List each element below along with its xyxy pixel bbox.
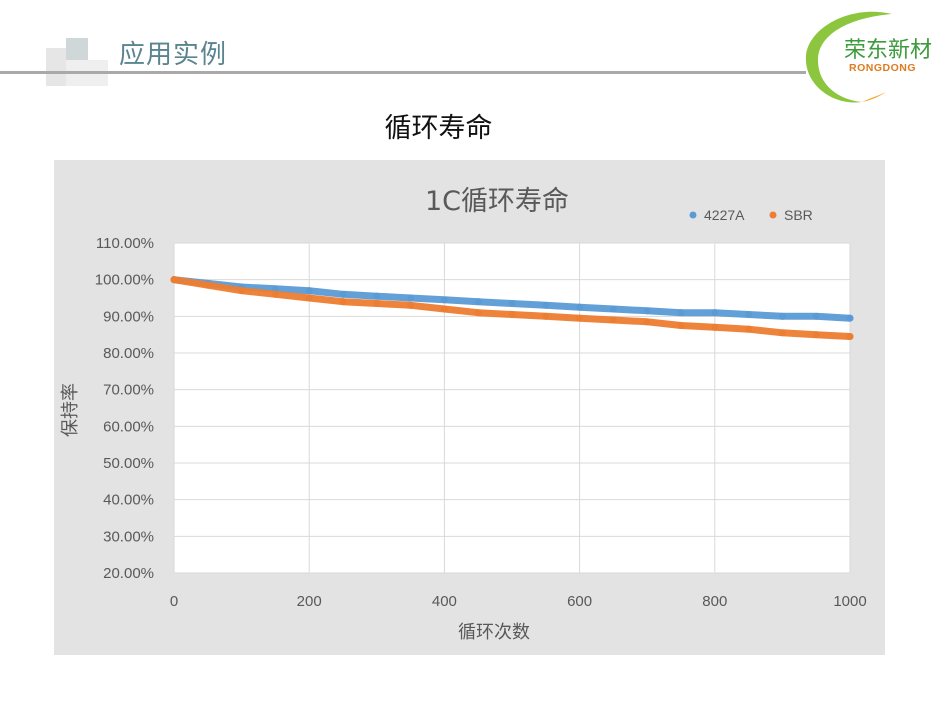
data-point-4227a	[576, 303, 584, 311]
data-point-4227a	[643, 307, 651, 315]
data-point-sbr	[170, 276, 178, 284]
data-point-sbr	[305, 294, 313, 302]
gridlines	[173, 242, 851, 574]
data-point-4227a	[271, 285, 279, 293]
series-group	[170, 276, 854, 340]
x-tick-label: 0	[170, 593, 178, 610]
legend-marker-sbr	[769, 211, 777, 219]
data-point-4227a	[474, 298, 482, 306]
data-point-sbr	[474, 309, 482, 317]
data-point-4227a	[339, 290, 347, 298]
x-tick-label: 800	[702, 593, 727, 610]
data-point-4227a	[846, 314, 854, 322]
legend-label-sbr: SBR	[784, 207, 813, 223]
data-point-sbr	[204, 281, 212, 289]
data-point-sbr	[745, 325, 753, 333]
y-tick-label: 20.00%	[103, 565, 154, 582]
line-chart: 20.00% 30.00% 40.00% 50.00% 60.00% 70.00% 80.0…	[60, 186, 867, 643]
y-tick-label: 100.00%	[95, 272, 154, 289]
data-point-4227a	[711, 309, 719, 317]
data-point-sbr	[643, 318, 651, 326]
y-tick-label: 90.00%	[103, 308, 154, 325]
data-point-4227a	[508, 300, 516, 307]
logo-en-name: RONGDONG	[849, 62, 916, 74]
data-point-sbr	[373, 300, 381, 307]
data-point-sbr	[778, 329, 786, 337]
legend-marker-4227a	[689, 211, 697, 219]
x-tick-label: 600	[567, 593, 592, 610]
data-point-sbr	[339, 298, 347, 306]
y-tick-label: 40.00%	[103, 492, 154, 509]
logo-arc-icon	[805, 11, 892, 103]
data-point-sbr	[508, 311, 516, 318]
y-tick-label: 60.00%	[103, 418, 154, 435]
legend: 4227A SBR	[689, 207, 813, 223]
data-point-sbr	[846, 333, 854, 340]
x-tick-label: 400	[432, 593, 457, 610]
x-tick-labels: 0 200 400 600 800 1000	[170, 593, 867, 610]
data-point-sbr	[812, 331, 820, 339]
header-decoration	[46, 38, 108, 86]
section-title: 应用实例	[119, 40, 228, 70]
data-point-sbr	[440, 305, 448, 313]
legend-label-4227a: 4227A	[704, 207, 745, 223]
y-tick-label: 30.00%	[103, 528, 154, 545]
data-point-4227a	[373, 292, 381, 300]
y-tick-label: 70.00%	[103, 382, 154, 399]
x-tick-label: 200	[297, 593, 322, 610]
data-point-sbr	[576, 314, 584, 322]
data-point-sbr	[271, 290, 279, 298]
x-tick-label: 1000	[833, 593, 866, 610]
data-point-sbr	[609, 316, 617, 324]
header-divider	[0, 71, 806, 74]
data-point-4227a	[609, 305, 617, 313]
data-point-4227a	[677, 309, 685, 317]
logo-cn-name: 荣东新材	[844, 38, 933, 63]
y-tick-labels: 20.00% 30.00% 40.00% 50.00% 60.00% 70.00% 80.0…	[95, 235, 154, 582]
y-tick-label: 80.00%	[103, 345, 154, 362]
x-axis-label: 循环次数	[458, 622, 530, 643]
data-point-sbr	[711, 323, 719, 331]
data-point-sbr	[238, 287, 246, 295]
y-axis-label: 保持率	[60, 383, 81, 437]
data-point-sbr	[542, 312, 550, 320]
chart-title: 1C循环寿命	[425, 186, 569, 217]
slide-title: 循环寿命	[384, 113, 493, 144]
chart-panel: 20.00% 30.00% 40.00% 50.00% 60.00% 70.00% 80.0…	[54, 160, 885, 655]
company-logo: 荣东新材 RONGDONG	[800, 8, 945, 108]
data-point-4227a	[305, 287, 313, 295]
y-tick-label: 110.00%	[96, 235, 154, 252]
data-point-4227a	[745, 311, 753, 318]
data-point-4227a	[778, 312, 786, 320]
data-point-4227a	[542, 301, 550, 309]
data-point-sbr	[677, 322, 685, 329]
data-point-4227a	[407, 294, 415, 302]
data-point-sbr	[407, 301, 415, 309]
y-tick-label: 50.00%	[103, 455, 154, 472]
data-point-4227a	[812, 312, 820, 320]
data-point-4227a	[440, 296, 448, 304]
